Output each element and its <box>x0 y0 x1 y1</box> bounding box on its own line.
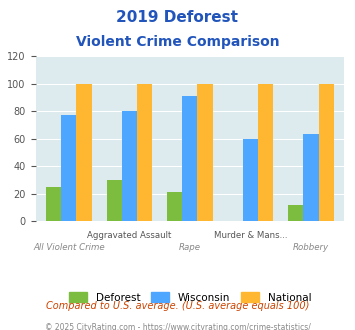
Bar <box>167 192 182 221</box>
Text: Robbery: Robbery <box>293 243 329 252</box>
Text: Violent Crime Comparison: Violent Crime Comparison <box>76 35 279 49</box>
Bar <box>76 83 92 221</box>
Bar <box>197 83 213 221</box>
Bar <box>122 111 137 221</box>
Bar <box>182 96 197 221</box>
Bar <box>319 83 334 221</box>
Text: Rape: Rape <box>179 243 201 252</box>
Text: Aggravated Assault: Aggravated Assault <box>87 231 171 240</box>
Bar <box>288 205 304 221</box>
Text: Murder & Mans...: Murder & Mans... <box>214 231 287 240</box>
Bar <box>46 187 61 221</box>
Bar <box>61 115 76 221</box>
Text: © 2025 CityRating.com - https://www.cityrating.com/crime-statistics/: © 2025 CityRating.com - https://www.city… <box>45 323 310 330</box>
Bar <box>106 180 122 221</box>
Bar <box>137 83 152 221</box>
Bar <box>258 83 273 221</box>
Text: 2019 Deforest: 2019 Deforest <box>116 10 239 25</box>
Bar <box>304 135 319 221</box>
Legend: Deforest, Wisconsin, National: Deforest, Wisconsin, National <box>69 292 311 303</box>
Text: Compared to U.S. average. (U.S. average equals 100): Compared to U.S. average. (U.S. average … <box>46 301 309 311</box>
Bar <box>243 139 258 221</box>
Text: All Violent Crime: All Violent Crime <box>33 243 105 252</box>
